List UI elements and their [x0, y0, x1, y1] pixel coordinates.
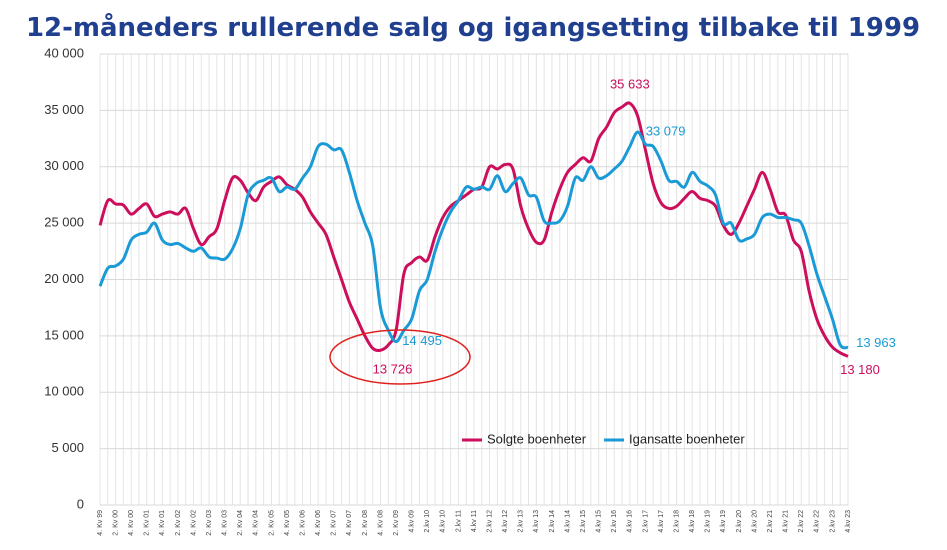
- value-label: 35 633: [610, 77, 650, 92]
- value-label: 13 963: [856, 335, 896, 350]
- x-tick-label: 2. Kv 03: [206, 510, 213, 536]
- x-tick-label: 4.kv 20: [751, 510, 758, 533]
- y-tick-label: 20 000: [44, 271, 84, 286]
- x-tick-label: 2.kv 15: [580, 510, 587, 533]
- x-tick-label: 2. Kv 08: [362, 510, 369, 536]
- y-tick-label: 35 000: [44, 102, 84, 117]
- x-tick-label: 4. Kv 02: [190, 510, 197, 536]
- x-tick-label: 4.kv 21: [783, 510, 790, 533]
- x-tick-label: 2. Kv 07: [331, 510, 338, 536]
- legend-label: Solgte boenheter: [487, 431, 587, 446]
- value-label: 14 495: [402, 333, 442, 348]
- x-tick-label: 4. Kv 03: [222, 510, 229, 536]
- x-tick-label: 2. Kv 06: [299, 510, 306, 536]
- x-tick-label: 2.kv 20: [736, 510, 743, 533]
- y-tick-label: 40 000: [44, 45, 84, 60]
- x-tick-label: 4.kv 19: [720, 510, 727, 533]
- x-tick-label: 4.kv 22: [814, 510, 821, 533]
- x-tick-label: 2.kv 11: [455, 510, 462, 532]
- x-tick-label: 2.kv 13: [518, 510, 525, 533]
- x-tick-label: 4.kv 17: [658, 510, 665, 533]
- x-tick-label: 4.kv 18: [689, 510, 696, 533]
- y-tick-label: 10 000: [44, 384, 84, 399]
- x-tick-label: 4. Kv 06: [315, 510, 322, 536]
- x-tick-label: 2.kv 23: [829, 510, 836, 533]
- x-tick-label: 2.kv 12: [486, 510, 493, 533]
- marks: [98, 101, 849, 358]
- x-tick-label: 2. Kv 09: [393, 510, 400, 536]
- x-tick-label: 4.kv 23: [845, 510, 852, 533]
- y-tick-label: 5 000: [51, 440, 84, 455]
- y-tick-label: 0: [77, 496, 84, 511]
- x-tick-label: 2. Kv 05: [268, 510, 275, 536]
- x-tick-label: 2.kv 22: [798, 510, 805, 533]
- x-tick-label: 4. Kv 00: [128, 510, 135, 536]
- x-tick-label: 2.kv 17: [642, 510, 649, 533]
- x-tick-label: 4. Kv 01: [159, 510, 166, 536]
- y-tick-label: 15 000: [44, 327, 84, 342]
- highlight-ellipse: [329, 329, 471, 385]
- grid: [99, 53, 849, 506]
- x-tick-label: 2.kv 19: [705, 510, 712, 533]
- x-tick-label: 2. Kv 00: [112, 510, 119, 536]
- x-tick-label: 4.kv 14: [564, 510, 571, 533]
- x-tick-label: 2.kv 18: [673, 510, 680, 533]
- x-tick-label: 2.kv 10: [424, 510, 431, 533]
- value-label: 13 726: [373, 362, 413, 377]
- x-tick-label: 4.kv 10: [440, 510, 447, 533]
- x-tick-label: 2.kv 14: [549, 510, 556, 533]
- x-tick-label: 4.kv 11: [471, 510, 478, 532]
- x-tick-label: 4.kv 16: [627, 510, 634, 533]
- chart-title: 12-måneders rullerende salg og igangsett…: [26, 11, 920, 43]
- value-label: 13 180: [840, 362, 880, 377]
- x-tick-label: 4.kv 15: [596, 510, 603, 533]
- x-tick-label: 2.kv 21: [767, 510, 774, 533]
- series-line: [98, 130, 849, 350]
- x-tick-label: 4. Kv 04: [253, 510, 260, 536]
- x-tick-label: 4. Kv 07: [346, 510, 353, 536]
- x-tick-label: 4. Kv 05: [284, 510, 291, 536]
- x-tick-label: 2.kv 16: [611, 510, 618, 533]
- x-tick-label: 4. Kv 99: [97, 510, 104, 536]
- legend-label: Igansatte boenheter: [629, 431, 745, 446]
- x-tick-label: 4. Kv 08: [377, 510, 384, 536]
- x-tick-label: 4.kv 09: [409, 510, 416, 533]
- x-tick-label: 2. Kv 04: [237, 510, 244, 536]
- x-tick-label: 4.kv 12: [502, 510, 509, 533]
- value-label: 33 079: [646, 123, 686, 138]
- x-tick-label: 4.kv 13: [533, 510, 540, 533]
- x-tick-label: 2. Kv 01: [144, 510, 151, 536]
- y-tick-label: 30 000: [44, 158, 84, 173]
- y-tick-label: 25 000: [44, 215, 84, 230]
- x-tick-label: 2. Kv 02: [175, 510, 182, 536]
